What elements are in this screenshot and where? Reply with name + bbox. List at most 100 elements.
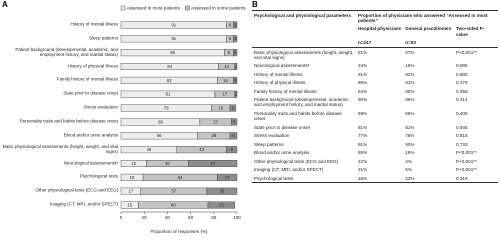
table-cell: 0.358 — [456, 88, 468, 94]
data-label: 15 — [127, 202, 132, 207]
y-tick-label: Basic physiological assessments (height,… — [2, 143, 118, 154]
table-cell: 55% — [358, 150, 368, 156]
table-cell: Psychological tests — [252, 173, 356, 184]
bar-segment — [233, 35, 238, 43]
table-cell: 80% — [405, 88, 415, 94]
data-label: 83 — [167, 78, 172, 83]
table-cell: 51% — [358, 49, 368, 55]
data-label: 22 — [131, 161, 136, 166]
y-tick-label: Blood and/or urine analysis — [63, 132, 118, 138]
table-cell: 90% — [405, 141, 415, 147]
data-label: 14 — [224, 64, 229, 69]
x-tick-label: 40 — [165, 215, 171, 220]
table-cell: 0.086 — [456, 63, 468, 69]
data-label: 91 — [171, 36, 176, 41]
table-cell: 16% — [405, 150, 415, 156]
y-tick-label: Personality traits and habits before dis… — [19, 118, 118, 124]
data-label: 6 — [229, 22, 232, 27]
table-cell: Family history of mental illness — [254, 88, 317, 94]
table-cell: Neurological assessmentsᵃ — [254, 63, 310, 69]
x-tick-label: 100 — [233, 215, 241, 220]
x-tick-label: 20 — [142, 215, 148, 220]
y-tick-label: Family history of mental illness — [56, 76, 118, 82]
table-cell: 0.406 — [456, 110, 468, 116]
table-cell: 16% — [356, 173, 404, 184]
table-panel: Psychological and physiological paramete… — [252, 9, 498, 184]
table-cell: History of physical illness — [254, 80, 306, 86]
data-label: 27 — [213, 119, 218, 124]
bar-segment — [226, 146, 238, 154]
bar-segment — [234, 63, 238, 71]
table-row: Sleep patterns 91% 90% 0.733 — [252, 140, 498, 148]
table-row: Imaging (CT, MRI, and/or SPECT) 21% 5% P<0.… — [252, 165, 498, 173]
table-row: Stress evaluation 77% 78% 0.818 — [252, 132, 498, 140]
y-tick-label: History of physical illness — [67, 63, 118, 69]
table-cell: 0.685 — [456, 71, 468, 77]
data-label: 2 — [235, 92, 238, 97]
table-row: Blood and/or urine analysis 55% 16% P<0.001… — [252, 149, 498, 157]
data-label: 17 — [225, 175, 230, 180]
table-cell: 85% — [358, 80, 368, 86]
table-cell: 91% — [358, 141, 368, 147]
table-cell: 92% — [405, 71, 415, 77]
y-tick-label: Neurological assessmentsᵃ — [63, 160, 118, 166]
data-label: 26 — [220, 189, 225, 194]
data-label: 60 — [171, 202, 176, 207]
table-row: Basic physiological assessments (height,… — [252, 47, 498, 61]
bar-segment — [217, 173, 238, 181]
legend-swatch — [120, 5, 126, 11]
data-label: 48 — [147, 147, 152, 152]
table-cell: 81% — [358, 124, 368, 130]
table-cell: 77% — [358, 133, 368, 139]
data-label: 19 — [130, 175, 135, 180]
data-label: 9 — [231, 147, 234, 152]
table-cell: P<0.001** — [456, 150, 477, 156]
table-cell: 69% — [358, 110, 368, 116]
table-cell: 23% — [403, 173, 455, 184]
table-row: Patient background (developmental, acade… — [252, 96, 498, 110]
y-tick-label: Patient background (developmental, acade… — [15, 46, 118, 57]
data-label: 3 — [234, 50, 237, 55]
x-tick-label: 0 — [120, 215, 123, 220]
table-cell: 0.818 — [456, 133, 468, 139]
table-cell: 0.946 — [456, 124, 468, 130]
y-tick-label: Imaging (CT, MRI, and/or SPECT) — [49, 201, 118, 207]
data-label: 17 — [129, 189, 134, 194]
table-cell: P<0.001** — [456, 167, 477, 173]
table-cell: 15% — [405, 63, 415, 69]
header-cell: Proportion of physicians who answered “A… — [356, 9, 498, 25]
table-cell: 22% — [358, 158, 368, 164]
y-tick-label: History of mental illness — [70, 21, 118, 27]
table-cell: 5% — [405, 167, 412, 173]
chart-panel: Proportion of responses (%) Assessed in … — [0, 0, 248, 246]
data-label: 16 — [218, 105, 223, 110]
x-axis-title: Proportion of responses (%) — [150, 229, 208, 234]
data-label: 17 — [222, 92, 227, 97]
bar-segment — [229, 104, 237, 112]
x-tick-label: 80 — [211, 215, 217, 220]
data-label: 43 — [199, 147, 204, 152]
legend-label: Assessed in some patients — [191, 6, 246, 11]
table-cell: 0.314 — [456, 97, 468, 103]
data-label: 84 — [167, 64, 172, 69]
data-label: 28 — [211, 133, 216, 138]
table: Psychological and physiological paramete… — [252, 9, 498, 184]
data-label: 42 — [210, 161, 215, 166]
table-row: History of physical illness 85% 81% 0.379 — [252, 79, 498, 87]
y-tick-label: Other physiological tests (ECG and EEG) — [35, 187, 118, 193]
data-label: 36 — [165, 161, 170, 166]
bar-segment — [233, 76, 238, 84]
data-label: 66 — [157, 133, 162, 138]
x-tick-label: 60 — [188, 215, 194, 220]
panel-label: B — [252, 0, 258, 9]
bar-segment — [229, 132, 238, 140]
table-cell: P<0.001** — [456, 49, 477, 55]
data-label: 23 — [219, 202, 224, 207]
table-cell: Stress evaluation — [254, 133, 290, 139]
y-tick-label: State prior to disease onset — [63, 90, 118, 96]
table-cell: 0.319 — [454, 173, 498, 184]
data-label: 3 — [234, 78, 237, 83]
table-row: History of mental illness 91% 92% 0.685 — [252, 70, 498, 78]
table-cell: 91% — [358, 71, 368, 77]
